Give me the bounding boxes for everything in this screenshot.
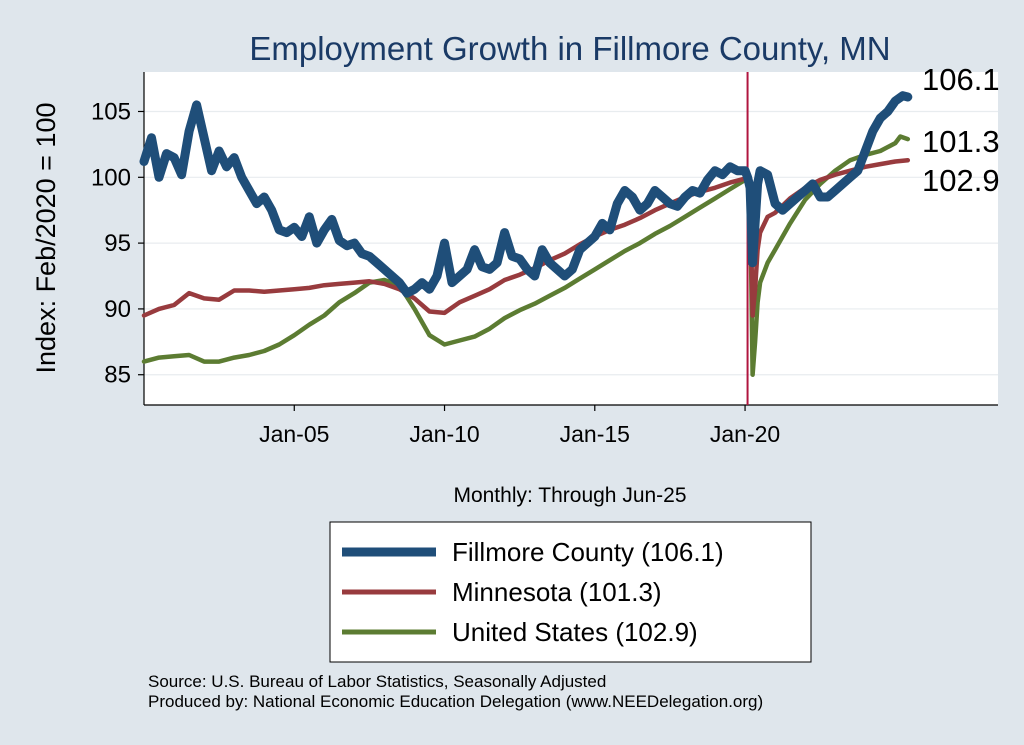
end-label: 102.9 xyxy=(922,163,1000,198)
y-tick-label: 85 xyxy=(104,362,131,389)
x-tick-label: Jan-10 xyxy=(409,421,479,447)
axes xyxy=(143,72,998,406)
legend-label: United States (102.9) xyxy=(452,617,698,647)
plot-area xyxy=(144,72,998,405)
series-line-1 xyxy=(141,157,911,318)
source-note: Source: U.S. Bureau of Labor Statistics,… xyxy=(148,672,607,691)
x-tick-label: Jan-05 xyxy=(259,421,329,447)
y-axis-label: Index: Feb/2020 = 100 xyxy=(31,103,61,374)
chart-title: Employment Growth in Fillmore County, MN xyxy=(249,30,890,67)
x-tick-label: Jan-20 xyxy=(710,421,780,447)
x-tick-label: Jan-15 xyxy=(560,421,630,447)
legend-label: Fillmore County (106.1) xyxy=(452,537,724,567)
series-line-0 xyxy=(139,91,913,298)
y-tick-label: 95 xyxy=(104,230,131,257)
x-ticks: Jan-05 Jan-10 Jan-15 Jan-20 xyxy=(259,405,780,447)
end-label: 101.3 xyxy=(922,124,1000,159)
y-tick-label: 105 xyxy=(91,98,131,125)
series-line-2 xyxy=(141,134,911,377)
y-ticks: 85 90 95 100 105 xyxy=(91,98,144,389)
producer-note: Produced by: National Economic Education… xyxy=(148,692,764,711)
legend: Fillmore County (106.1) Minnesota (101.3)… xyxy=(329,521,812,663)
end-labels: 106.1 101.3 102.9 xyxy=(922,62,1000,198)
legend-label: Minnesota (101.3) xyxy=(452,577,662,607)
y-tick-label: 100 xyxy=(91,164,131,191)
series-lines xyxy=(139,91,913,377)
end-label: 106.1 xyxy=(922,62,1000,97)
y-tick-label: 90 xyxy=(104,296,131,323)
x-axis-label: Monthly: Through Jun-25 xyxy=(453,484,686,507)
gridlines xyxy=(144,110,998,376)
